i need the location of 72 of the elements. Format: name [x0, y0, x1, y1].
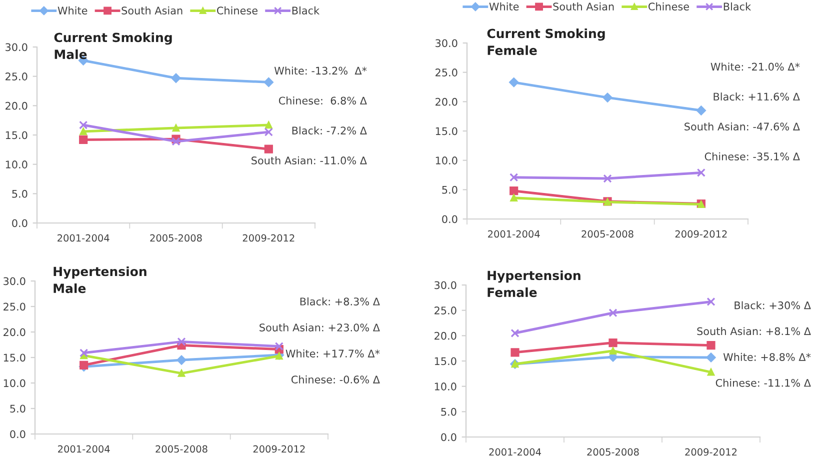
y-tick-label: 25.0 [436, 68, 458, 76]
annotation: White: -13.2% Δ* [274, 66, 367, 75]
x-tick-label: 2009-2012 [253, 445, 305, 453]
legend-label: South Asian [553, 2, 614, 10]
legend-label: White [489, 2, 519, 10]
annotation: Chinese: -11.1% Δ [716, 378, 811, 387]
x-tick-label: 2009-2012 [675, 230, 727, 238]
annotation: South Asian: +23.0% Δ [260, 323, 380, 332]
y-tick-label: 25.0 [6, 72, 28, 80]
y-tick-label: 5.0 [10, 404, 26, 413]
chart-title: Hypertension [488, 270, 580, 283]
legend-label: Black [292, 6, 320, 14]
legend-label: White [58, 6, 88, 14]
y-tick-label: 15.0 [6, 131, 28, 140]
legend-label: Chinese [648, 2, 689, 10]
y-tick-label: 10.0 [4, 379, 26, 388]
y-tick-label: 20.0 [4, 328, 26, 336]
chart-title: Current Smoking [487, 28, 605, 41]
chart-subtitle: Male [54, 283, 86, 294]
x-tick-label: 2005-2008 [156, 445, 208, 453]
y-tick-label: 5.0 [442, 186, 458, 194]
y-tick-label: 10.0 [434, 382, 456, 390]
y-tick-label: 10.0 [6, 160, 28, 168]
y-tick-label: 30.0 [4, 277, 26, 286]
y-tick-label: 0.0 [12, 219, 28, 228]
legend-label: South Asian [122, 6, 182, 14]
annotation: Black: -7.2% Δ [292, 126, 367, 134]
y-tick-label: 15.0 [4, 354, 26, 362]
y-tick-label: 15.0 [436, 127, 458, 136]
y-tick-label: 25.0 [4, 302, 26, 311]
annotation: White: +17.7% Δ* [286, 349, 380, 358]
y-tick-label: 20.0 [6, 102, 28, 110]
y-tick-label: 0.0 [441, 433, 456, 442]
y-tick-label: 30.0 [6, 43, 28, 52]
chart-subtitle: Female [488, 287, 537, 298]
y-tick-label: 30.0 [434, 281, 456, 290]
annotation: Black: +30% Δ [734, 301, 811, 310]
y-tick-label: 20.0 [434, 332, 456, 340]
x-tick-label: 2005-2008 [587, 448, 639, 456]
annotation: White: +8.8% Δ* [723, 352, 811, 361]
y-tick-label: 20.0 [436, 98, 458, 106]
y-tick-label: 15.0 [434, 357, 456, 366]
x-tick-label: 2001-2004 [58, 445, 110, 453]
annotation: South Asian: -47.6% Δ [684, 122, 800, 130]
x-tick-label: 2009-2012 [242, 234, 294, 242]
x-tick-label: 2001-2004 [58, 234, 110, 242]
y-tick-label: 5.0 [441, 408, 456, 416]
annotation: Black: +8.3% Δ [300, 297, 380, 306]
y-tick-label: 10.0 [436, 156, 458, 164]
chart-title: Current Smoking [54, 32, 172, 45]
annotation: Chinese: 6.8% Δ [278, 96, 367, 105]
x-tick-label: 2005-2008 [150, 234, 202, 242]
y-tick-label: 0.0 [442, 215, 458, 224]
x-tick-label: 2005-2008 [582, 230, 634, 238]
annotation: Chinese: -0.6% Δ [291, 375, 380, 384]
x-tick-label: 2001-2004 [488, 230, 540, 238]
x-tick-label: 2009-2012 [685, 448, 737, 456]
y-tick-label: 25.0 [434, 306, 456, 314]
legend-label: Black [724, 2, 752, 10]
chart-subtitle: Male [54, 49, 87, 60]
annotation: Black: +11.6% Δ [714, 92, 800, 101]
chart-subtitle: Female [488, 45, 537, 56]
y-tick-label: 0.0 [10, 430, 26, 438]
legend-label: Chinese [217, 6, 258, 14]
annotation: South Asian: -11.0% Δ [252, 156, 367, 164]
chart-title: Hypertension [54, 266, 146, 279]
x-tick-label: 2001-2004 [489, 448, 541, 456]
y-tick-label: 30.0 [436, 39, 458, 48]
annotation: South Asian: +8.1% Δ [697, 327, 811, 336]
annotation: Chinese: -35.1% Δ [704, 152, 800, 160]
y-tick-label: 5.0 [12, 190, 28, 198]
annotation: White: -21.0% Δ* [710, 62, 800, 71]
